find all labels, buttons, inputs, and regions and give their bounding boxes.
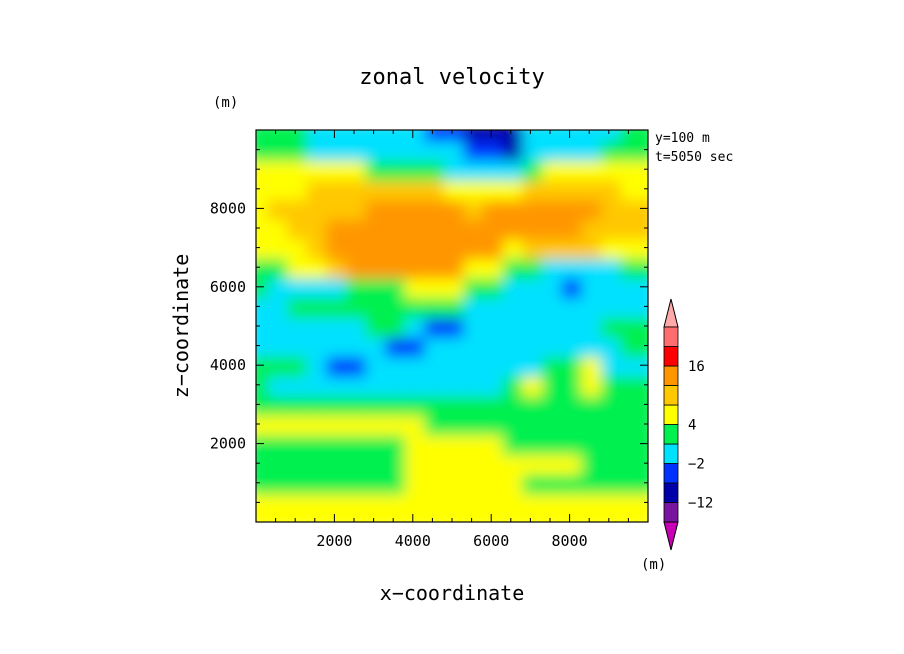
colorbar-tick-label: 4: [688, 418, 696, 434]
colorbar-segment: [663, 482, 679, 503]
y-tick-label: 2000: [210, 435, 246, 453]
colorbar-segment: [663, 502, 679, 523]
colorbar-segment: [663, 443, 679, 464]
colorbar-segment: [663, 424, 679, 445]
colorbar-tick-label: −12: [688, 496, 713, 512]
colorbar-segment: [663, 365, 679, 386]
y-tick-label: 4000: [210, 356, 246, 374]
colorbar-segment: [663, 346, 679, 367]
annotation-y-position: y=100 m: [655, 131, 710, 146]
colorbar-segment: [663, 404, 679, 425]
y-axis-label: z−coordinate: [169, 254, 193, 399]
contour-field: [256, 130, 648, 522]
axis-ticks: 2000 4000 6000 8000 2000 4000 6000 8000: [210, 130, 648, 550]
x-tick-label: 6000: [473, 532, 509, 550]
colorbar-tick-label: −2: [688, 457, 705, 473]
colorbar-unit-label: (m): [641, 557, 666, 573]
plot-area: 2000 4000 6000 8000 2000 4000 6000 8000: [210, 129, 649, 550]
y-tick-label: 8000: [210, 199, 246, 217]
x-axis-label: x−coordinate: [380, 581, 525, 605]
colorbar-cap-bottom: [663, 521, 679, 551]
field-cell: [620, 494, 648, 522]
chart-title: zonal velocity: [359, 65, 544, 90]
colorbar-cap-top: [663, 298, 679, 328]
annotation-time: t=5050 sec: [655, 150, 733, 165]
y-tick-label: 6000: [210, 278, 246, 296]
y-unit-label: (m): [213, 95, 238, 111]
colorbar-segment: [663, 326, 679, 347]
x-tick-label: 4000: [395, 532, 431, 550]
colorbar-segment: [663, 463, 679, 484]
x-tick-label: 2000: [316, 532, 352, 550]
x-tick-label: 8000: [552, 532, 588, 550]
colorbar-tick-label: 16: [688, 359, 705, 375]
colorbar: 16 4 −2 −12: [663, 298, 713, 551]
colorbar-segment: [663, 385, 679, 406]
